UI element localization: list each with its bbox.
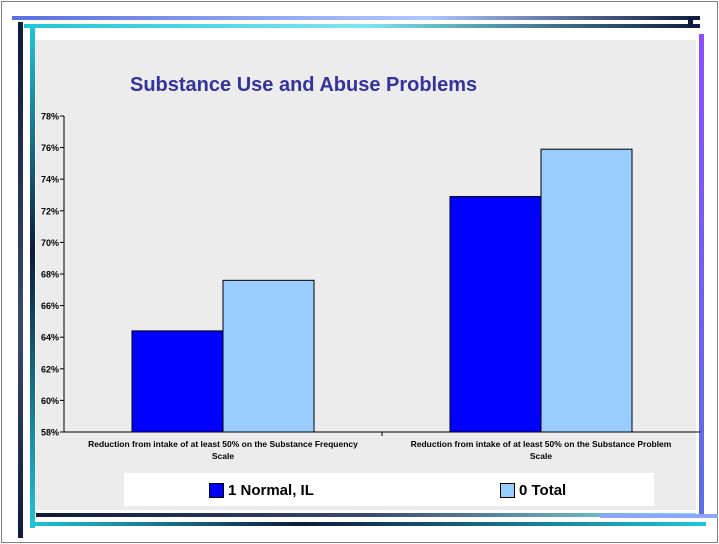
chart-legend: 1 Normal, IL 0 Total [124, 473, 654, 506]
top-border-stripe-teal [24, 24, 700, 28]
y-tick-label: 58% [41, 428, 59, 438]
bar-2-category-2 [540, 148, 633, 433]
x-category-label: Reduction from intake of at least 50% on… [88, 439, 358, 449]
bar-1-category-1 [131, 330, 224, 433]
bar-2-category-1 [222, 279, 315, 433]
legend-label-series-2: 0 Total [519, 482, 567, 499]
bottom-border-stripe-teal [30, 522, 706, 526]
legend-item-series-1: 1 Normal, IL [209, 482, 314, 499]
legend-label-series-1: 1 Normal, IL [228, 482, 314, 499]
y-tick-label: 72% [41, 206, 59, 216]
left-border-stripe-teal [30, 28, 35, 528]
bottom-border-stripe-blue [600, 514, 718, 518]
y-tick-label: 74% [41, 175, 59, 185]
y-tick-label: 62% [41, 364, 59, 374]
chart-title: Substance Use and Abuse Problems [130, 74, 478, 96]
y-tick-label: 78% [41, 112, 59, 122]
top-border-stripe-dark [12, 16, 700, 20]
bar-1-category-2 [449, 196, 542, 433]
y-tick-label: 64% [41, 333, 59, 343]
y-tick-label: 68% [41, 270, 59, 280]
y-tick-label: 60% [41, 396, 59, 406]
y-tick-label: 70% [41, 238, 59, 248]
bottom-border-stripe-dark [36, 513, 696, 517]
legend-item-series-2: 0 Total [500, 482, 566, 499]
x-category-label: Scale [212, 451, 234, 461]
right-border-stripe-dark [688, 18, 693, 28]
legend-swatch-series-1 [209, 483, 224, 498]
y-tick-label: 66% [41, 301, 59, 311]
left-border-stripe-dark [18, 22, 23, 538]
x-category-label: Scale [530, 451, 552, 461]
right-border-stripe-purple [699, 34, 704, 516]
x-category-label: Reduction from intake of at least 50% on… [411, 439, 672, 449]
legend-swatch-series-2 [500, 483, 515, 498]
y-tick-label: 76% [41, 143, 59, 153]
